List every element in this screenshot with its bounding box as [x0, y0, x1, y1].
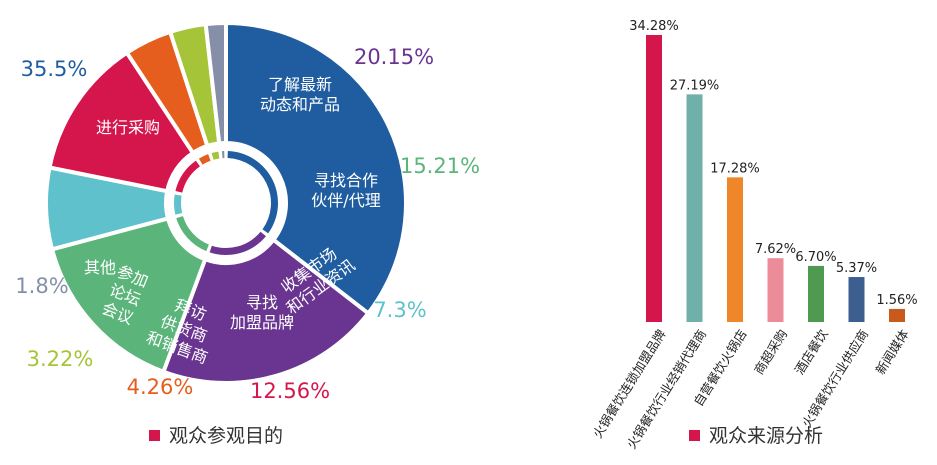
bar-chart-title: 观众来源分析	[709, 425, 823, 447]
slice-label-other: 其他	[84, 258, 116, 277]
bar-value-label: 7.62%	[755, 242, 796, 257]
ring-segment-market	[173, 194, 183, 215]
bar-value-label: 1.56%	[876, 293, 917, 308]
slice-value-franchise: 12.56%	[250, 379, 330, 403]
ring-segment-forum	[211, 151, 220, 160]
slice-value-other: 1.8%	[15, 274, 68, 298]
ring-segment-franchise	[175, 160, 200, 193]
pie-slice-other	[203, 20, 228, 146]
ring-segment-other	[221, 151, 225, 159]
bar-hotpot-franchise	[646, 35, 662, 322]
slice-value-purchase: 35.5%	[21, 57, 88, 81]
pie-slice-franchise	[47, 49, 196, 194]
bar-legend-marker	[689, 430, 700, 441]
pie-slice-purchase	[224, 20, 408, 317]
bar-category-label: 新闻媒体	[872, 326, 911, 377]
bar-value-label: 17.28%	[710, 161, 760, 176]
donut-hole	[182, 159, 270, 247]
bar-chart: 34.28%火锅餐饮连锁加盟品牌27.19%火锅餐饮行业经销代理商17.28%自…	[590, 19, 918, 451]
slice-label-forum: 参加论坛会议	[99, 262, 151, 329]
bar-value-label: 34.28%	[629, 19, 679, 34]
bar-value-label: 5.37%	[836, 261, 877, 276]
slice-value-forum: 3.22%	[27, 347, 94, 371]
bar-hotel-catering	[808, 265, 824, 322]
slice-value-market: 7.3%	[373, 298, 426, 322]
slice-label-partner: 寻找合作伙伴/代理	[311, 171, 380, 210]
slice-value-partner: 15.21%	[400, 154, 480, 178]
bar-category-label: 火锅餐饮连锁加盟品牌	[590, 327, 669, 441]
slice-value-visit: 4.26%	[127, 375, 194, 399]
slice-label-learn: 了解最新动态和产品	[260, 75, 340, 114]
bar-category-label: 酒店餐饮	[791, 326, 830, 377]
bar-value-label: 6.70%	[795, 250, 836, 265]
slice-label-purchase: 进行采购	[96, 118, 160, 137]
bar-self-run-hotpot	[727, 177, 743, 322]
ring-segment-partner	[176, 216, 209, 252]
bar-supermarket	[767, 258, 784, 322]
bar-hotpot-distributor	[686, 94, 703, 322]
ring-segment-purchase	[227, 151, 278, 234]
slice-value-learn: 20.15%	[354, 45, 434, 69]
ring-segment-learn	[209, 231, 266, 256]
slice-label-franchise: 寻找加盟品牌	[230, 293, 294, 332]
bar-category-label: 商超采购	[751, 327, 790, 377]
bar-value-label: 27.19%	[670, 78, 720, 93]
pie-chart-title: 观众参观目的	[169, 425, 283, 447]
bar-hotpot-supplier	[848, 277, 865, 322]
pie-slice-learn	[160, 236, 372, 385]
pie-chart: 进行采购35.5%了解最新动态和产品20.15%寻找合作伙伴/代理15.21%收…	[15, 20, 480, 403]
ring-segment-visit	[198, 154, 211, 165]
pie-legend-marker	[149, 430, 160, 441]
bar-news-media	[889, 308, 905, 322]
pie-slice-partner	[49, 215, 208, 375]
